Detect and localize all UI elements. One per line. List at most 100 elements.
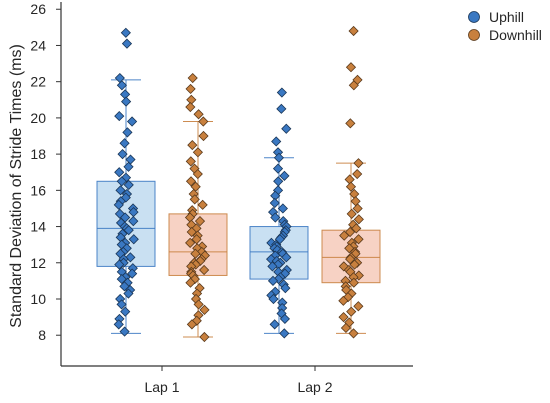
data-point [353,214,364,225]
data-point [115,185,126,196]
data-point [344,174,355,185]
data-point [280,283,291,294]
data-point [116,299,127,310]
data-point [114,167,125,178]
y-tick-label: 12 [30,255,46,271]
data-point [123,161,134,172]
data-point [116,80,127,91]
data-point [199,331,210,343]
y-tick-label: 16 [30,182,46,198]
data-point [271,136,282,147]
y-tick-label: 26 [30,1,46,17]
data-point [190,248,201,259]
boxes-layer [96,79,381,338]
data-point [119,326,130,337]
data-point [348,25,359,37]
points-layer [113,25,364,343]
data-point [339,230,350,241]
data-point [187,139,198,151]
legend-marker-downhill [468,29,480,41]
data-point [125,154,136,165]
data-point [279,328,290,339]
data-point [127,268,138,279]
y-tick-label: 8 [38,327,46,343]
axes-layer [60,2,413,367]
data-point [352,168,363,180]
data-point [269,197,280,209]
data-point [113,319,124,330]
data-point [120,306,131,317]
data-point [345,254,356,265]
data-point [121,96,132,107]
data-point [346,306,357,317]
data-point [193,299,204,310]
data-point [185,277,196,288]
data-point [276,103,287,114]
legend-label-uphill: Uphill [489,9,524,25]
data-point [114,110,125,122]
data-point [185,83,196,95]
data-point [123,225,134,236]
data-point [192,168,203,180]
data-point [116,176,127,187]
data-point [340,322,352,334]
data-point [120,27,131,38]
data-point [184,212,196,223]
data-point [353,158,364,169]
data-point [352,203,363,214]
legend: Uphill Downhill [468,9,542,43]
data-point [276,87,287,98]
data-point [185,101,196,113]
data-point [273,152,285,163]
data-point [117,149,128,160]
data-point [351,223,362,234]
data-point [199,264,210,276]
data-point [346,208,357,219]
data-point [185,156,196,167]
data-point [128,216,139,227]
data-point [191,234,202,245]
data-point [348,328,359,339]
data-point [113,199,124,210]
data-point [270,190,281,201]
data-point [269,319,280,330]
data-point [121,38,133,49]
legend-marker-uphill [468,11,480,23]
data-point [281,123,292,134]
data-point [186,94,197,105]
data-point [350,196,361,207]
data-point [114,72,125,84]
data-point [345,118,356,129]
data-point [267,261,278,272]
data-point [193,109,204,120]
x-tick-label: Lap 1 [144,379,179,395]
data-point [345,62,357,73]
data-point [338,312,349,323]
data-point [345,181,357,192]
data-point [270,212,281,223]
data-point [192,147,203,158]
data-point [186,319,198,330]
data-point [267,275,279,286]
data-point [338,295,349,306]
data-point [123,288,134,299]
y-tick-label: 24 [30,37,46,53]
data-point [349,188,360,200]
data-point [340,275,351,286]
data-point [198,116,209,127]
data-point [353,234,364,245]
data-point [194,216,206,227]
data-point [120,89,131,100]
data-point [281,252,292,263]
data-point [198,130,209,142]
data-point [279,170,290,181]
data-point [126,116,138,127]
data-point [272,163,284,174]
legend-label-downhill: Downhill [489,27,542,43]
data-point [115,232,126,243]
data-point [348,80,359,91]
data-point [268,293,279,305]
y-tick-label: 14 [30,219,46,235]
data-point [199,304,210,315]
